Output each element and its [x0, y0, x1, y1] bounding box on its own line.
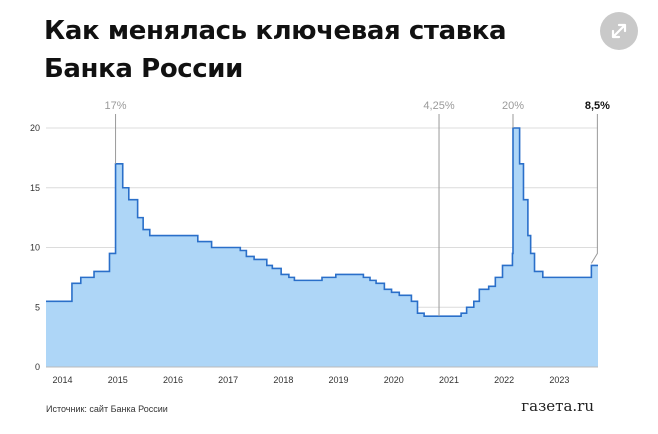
y-tick-label: 15: [30, 183, 40, 193]
y-tick-label: 0: [35, 362, 40, 372]
x-tick-label: 2015: [108, 375, 128, 385]
title-line-1: Как менялась ключевая ставка: [44, 16, 507, 46]
y-tick-label: 5: [35, 302, 40, 312]
annotation-label: 20%: [502, 100, 524, 112]
x-tick-label: 2021: [439, 375, 459, 385]
chart-title: Как менялась ключевая ставка Банка Росси…: [44, 12, 564, 88]
x-tick-label: 2023: [549, 375, 569, 385]
rate-area: [46, 128, 598, 367]
y-tick-label: 10: [30, 243, 40, 253]
x-tick-label: 2020: [384, 375, 404, 385]
x-tick-label: 2022: [494, 375, 514, 385]
x-tick-label: 2016: [163, 375, 183, 385]
key-rate-chart: 0 5 10 15 20 2014 2015 2016 2017 2018 2019 2020 2021…: [30, 100, 610, 385]
annotation-label: 8,5%: [585, 100, 610, 112]
x-tick-label: 2018: [273, 375, 293, 385]
annotation-connector: [590, 114, 598, 264]
annotation-label: 4,25%: [423, 100, 454, 112]
x-tick-label: 2014: [53, 375, 73, 385]
expand-button[interactable]: [600, 12, 638, 50]
source-note: Источник: сайт Банка России: [46, 404, 168, 414]
x-tick-label: 2019: [329, 375, 349, 385]
title-line-2: Банка России: [44, 54, 243, 84]
annotation-label: 17%: [105, 100, 127, 112]
y-tick-label: 20: [30, 123, 40, 133]
x-tick-label: 2017: [218, 375, 238, 385]
expand-arrows-icon: [611, 23, 627, 39]
brand-logo: газета.ru: [521, 397, 594, 415]
